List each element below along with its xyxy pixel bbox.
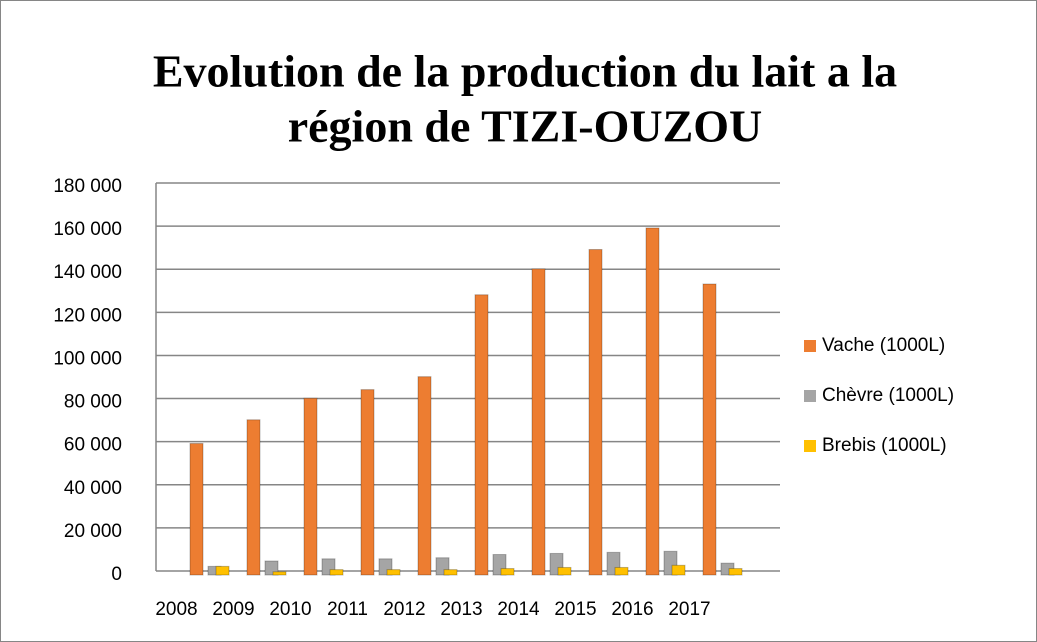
y-tick-label: 60 000: [64, 435, 122, 456]
legend-label: Brebis (1000L): [822, 435, 947, 456]
bar: [246, 419, 261, 576]
legend-label: Vache (1000L): [822, 335, 945, 356]
bar: [500, 568, 515, 576]
x-tick-label: 2016: [611, 599, 653, 620]
chart-title: région de TIZI-OUZOU: [288, 101, 763, 152]
bar: [329, 569, 344, 576]
y-tick-label: 140 000: [53, 262, 122, 283]
x-tick-label: 2014: [497, 599, 540, 620]
bar: [702, 283, 717, 576]
bar: [728, 568, 743, 576]
bar: [671, 564, 686, 576]
x-tick-label: 2012: [383, 599, 425, 620]
bar: [557, 566, 572, 576]
x-tick-label: 2015: [554, 599, 596, 620]
bar: [588, 249, 603, 576]
legend-swatch: [804, 390, 816, 402]
bar: [189, 443, 204, 576]
y-tick-label: 20 000: [64, 521, 122, 542]
y-tick-label: 80 000: [64, 392, 122, 413]
y-tick-label: 160 000: [53, 219, 122, 240]
x-tick-label: 2013: [440, 599, 482, 620]
bar: [417, 376, 432, 576]
bar: [272, 571, 287, 576]
legend-label: Chèvre (1000L): [822, 385, 954, 406]
chart-title: Evolution de la production du lait a la: [153, 46, 897, 97]
bar: [531, 268, 546, 576]
x-tick-label: 2011: [327, 599, 368, 620]
y-tick-label: 120 000: [53, 305, 122, 326]
y-tick-label: 100 000: [53, 348, 122, 369]
bar: [474, 294, 489, 576]
y-tick-label: 0: [111, 564, 122, 585]
y-tick-label: 40 000: [64, 478, 122, 499]
x-tick-label: 2010: [269, 599, 311, 620]
legend-swatch: [804, 440, 816, 452]
legend-swatch: [804, 340, 816, 352]
bar: [386, 569, 401, 576]
x-tick-label: 2017: [668, 599, 710, 620]
bar: [645, 227, 660, 576]
bar: [264, 560, 279, 576]
bar: [443, 569, 458, 576]
bar: [215, 565, 230, 576]
x-tick-label: 2009: [212, 599, 254, 620]
bar: [303, 397, 318, 576]
bar: [614, 566, 629, 576]
bar: [360, 389, 375, 576]
x-tick-label: 2008: [155, 599, 197, 620]
y-tick-label: 180 000: [53, 176, 122, 197]
